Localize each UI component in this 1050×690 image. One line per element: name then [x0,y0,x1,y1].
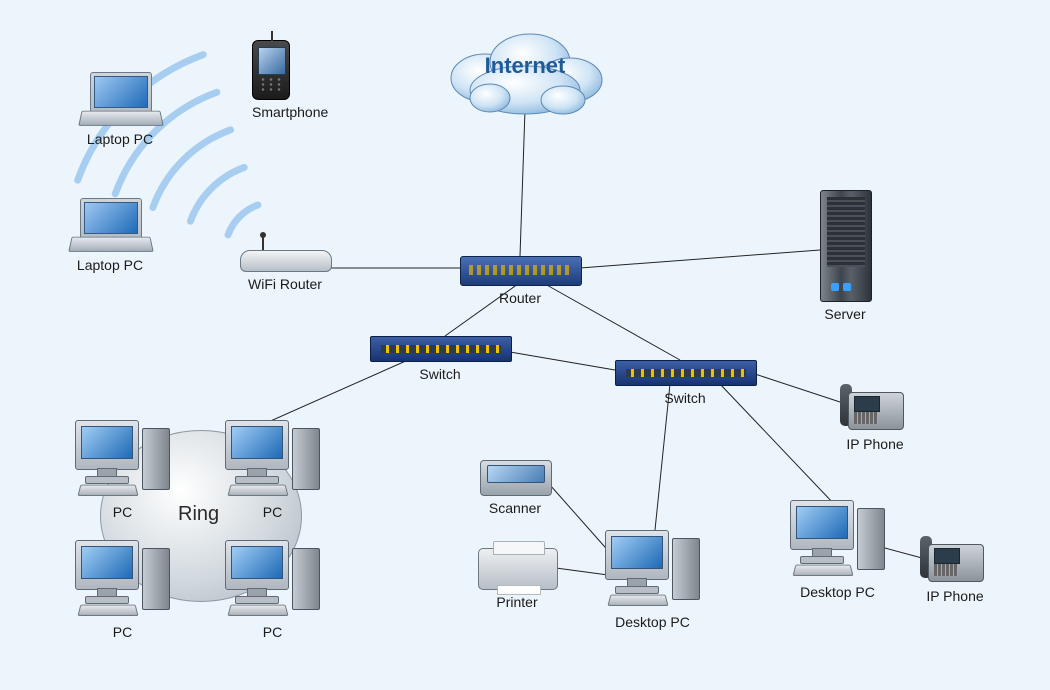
server-label: Server [820,306,870,322]
pc4-label: PC [225,624,320,640]
desktop2-label: Desktop PC [790,584,885,600]
router-label: Router [460,290,580,306]
desktop-pc-icon: Desktop PC [790,500,885,600]
ipphone1-label: IP Phone [840,436,910,452]
pc2-label: PC [225,504,320,520]
wifi-router-icon: WiFi Router [240,240,330,292]
internet-label: Internet [485,53,566,79]
desktop1-label: Desktop PC [605,614,700,630]
pc-icon: PC [225,540,320,640]
laptop-icon: Laptop PC [80,72,160,147]
switch-icon: Switch [370,336,510,382]
wifi-label: WiFi Router [240,276,330,292]
laptop1-label: Laptop PC [80,131,160,147]
pc-icon: PC [75,540,170,640]
pc3-label: PC [75,624,170,640]
router-icon: Router [460,256,580,306]
server-icon: Server [820,190,870,322]
scanner-icon: Scanner [480,460,550,516]
smartphone-icon: Smartphone [252,40,288,120]
network-diagram-canvas: { "type": "network", "background_color":… [0,0,1050,690]
laptop-icon: Laptop PC [70,198,150,273]
ip-phone-icon: IP Phone [840,378,910,452]
laptop2-label: Laptop PC [70,257,150,273]
switch1-label: Switch [370,366,510,382]
printer-icon: Printer [478,548,556,610]
internet-cloud-icon: Internet [435,20,615,120]
pc-icon: PC [225,420,320,520]
desktop-pc-icon: Desktop PC [605,530,700,630]
printer-label: Printer [478,594,556,610]
scanner-label: Scanner [480,500,550,516]
ring-label: Ring [178,503,219,526]
ip-phone-icon: IP Phone [920,530,990,604]
smartphone-label: Smartphone [252,104,288,120]
pc-icon: PC [75,420,170,520]
switch2-label: Switch [615,390,755,406]
pc1-label: PC [75,504,170,520]
switch-icon: Switch [615,360,755,406]
ipphone2-label: IP Phone [920,588,990,604]
